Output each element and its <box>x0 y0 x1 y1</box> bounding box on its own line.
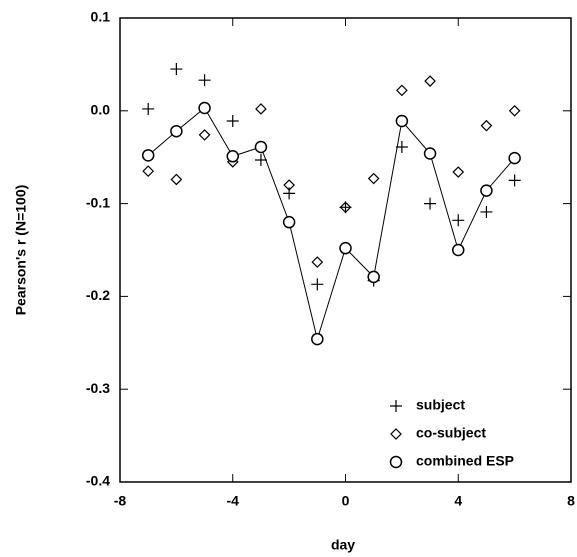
point <box>282 215 296 229</box>
point <box>424 75 436 87</box>
x-tick-label: -8 <box>114 493 127 509</box>
point <box>508 174 521 187</box>
y-tick-label: -0.3 <box>86 380 110 396</box>
point <box>198 129 211 141</box>
point <box>396 84 408 97</box>
point <box>423 147 437 160</box>
y-axis-label: Pearson's r (N=100) <box>13 185 29 316</box>
point <box>226 150 239 163</box>
point <box>170 63 183 76</box>
point <box>339 201 352 214</box>
point <box>226 115 239 128</box>
point <box>142 102 155 115</box>
x-tick-label: 4 <box>454 493 462 509</box>
point <box>339 241 352 255</box>
point <box>311 278 324 291</box>
x-tick-label: 0 <box>342 493 350 509</box>
point <box>367 172 380 185</box>
point <box>508 104 521 117</box>
point <box>170 124 183 138</box>
point <box>395 114 409 128</box>
legend-marker <box>389 455 403 469</box>
point <box>142 165 155 177</box>
point <box>395 140 408 153</box>
point <box>311 332 324 346</box>
y-tick-label: 0.1 <box>91 9 111 25</box>
point <box>170 173 183 186</box>
y-tick-label: 0.0 <box>91 102 111 118</box>
point <box>508 151 521 165</box>
y-tick-label: -0.4 <box>86 473 110 489</box>
y-tick-label: -0.1 <box>86 194 110 210</box>
x-tick-label: 8 <box>567 493 575 509</box>
point <box>480 119 493 132</box>
legend-label: combined ESP <box>416 453 514 469</box>
point <box>480 184 493 197</box>
point <box>255 103 267 115</box>
point <box>254 153 267 166</box>
point <box>339 201 352 214</box>
point <box>141 149 155 162</box>
point <box>283 179 295 191</box>
legend-marker <box>390 428 402 440</box>
y-tick-label: -0.2 <box>86 287 110 303</box>
point <box>452 243 465 257</box>
point <box>198 74 211 87</box>
x-tick-label: -4 <box>227 493 240 509</box>
series-line <box>147 107 516 341</box>
legend-label: subject <box>416 397 465 413</box>
point <box>452 214 465 227</box>
legend-label: co-subject <box>416 425 486 441</box>
point <box>198 101 211 115</box>
point <box>480 205 493 218</box>
point <box>424 197 437 210</box>
point <box>254 140 268 154</box>
point <box>367 270 380 284</box>
legend-marker <box>390 400 402 412</box>
point <box>311 256 324 268</box>
point <box>452 166 465 178</box>
x-axis-label: day <box>331 537 355 553</box>
